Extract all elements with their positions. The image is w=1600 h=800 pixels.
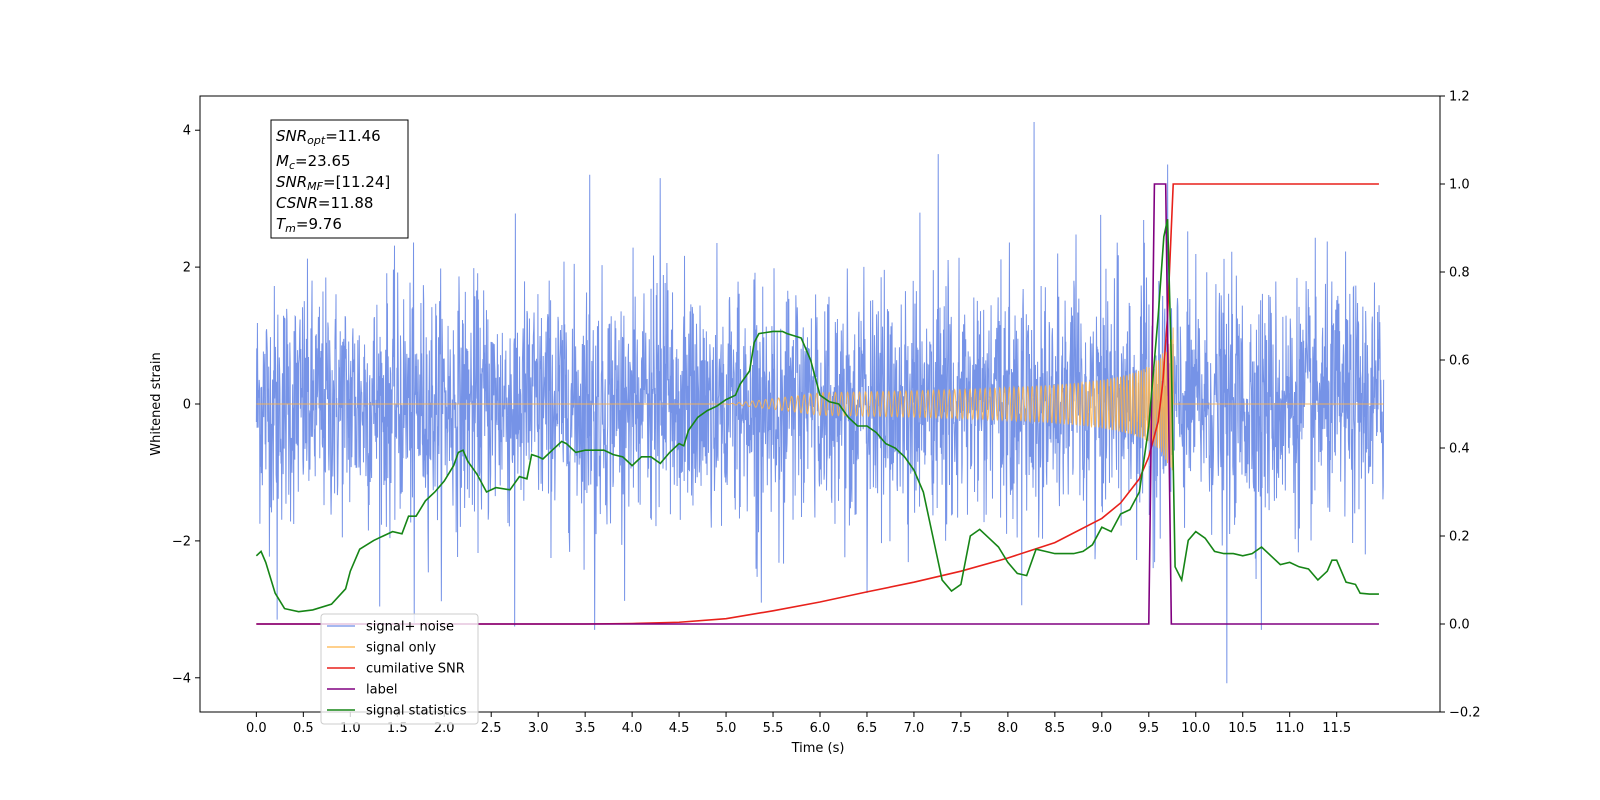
series-signal-only [256, 327, 1384, 471]
x-tick-label: 3.0 [528, 721, 549, 736]
signal-noise-line [255, 122, 1385, 684]
x-tick-label: 10.5 [1228, 721, 1257, 736]
info-mc: Mc=23.65 [276, 152, 351, 172]
x-tick-label: 9.5 [1138, 721, 1159, 736]
x-tick-label: 7.5 [951, 721, 972, 736]
x-axis-label: Time (s) [791, 741, 845, 756]
x-tick-label: 1.5 [387, 721, 408, 736]
legend-label: signal statistics [366, 704, 467, 719]
legend-label: signal only [366, 641, 436, 656]
y-tick-label: 2 [183, 261, 191, 276]
series-signal-noise [255, 122, 1385, 684]
x-tick-label: 5.5 [763, 721, 784, 736]
x-tick-label: 3.5 [575, 721, 596, 736]
legend-label: label [366, 683, 397, 698]
series-signal-statistics [255, 219, 1379, 613]
legend-frame [320, 613, 479, 725]
x-tick-label: 1.0 [340, 721, 361, 736]
y-axis-label: Whitened strain [149, 352, 164, 455]
x-tick-label: 11.0 [1275, 721, 1304, 736]
y-tick-label: −2 [172, 534, 191, 549]
y-axis-right: −0.2 0.0 0.2 0.4 0.6 0.8 1.0 1.2 [1440, 90, 1481, 721]
y2-tick-label: 0.8 [1449, 266, 1470, 281]
y2-tick-label: 0.2 [1449, 530, 1470, 545]
legend-item: label [327, 683, 397, 698]
y-tick-label: 4 [183, 124, 191, 139]
x-tick-label: 2.0 [434, 721, 455, 736]
signal-statistics-line [255, 219, 1379, 613]
legend-label: signal+ noise [366, 620, 454, 635]
legend-item: cumilative SNR [327, 662, 465, 677]
info-csnr: CSNR=11.88 [276, 194, 373, 212]
x-tick-label: 10.0 [1181, 721, 1210, 736]
info-box: SNRopt=11.46 Mc=23.65 SNRMF=[11.24] CSNR… [270, 119, 409, 239]
x-tick-label: 4.0 [622, 721, 643, 736]
x-axis: 0.0 0.5 1.0 1.5 2.0 2.5 3.0 3.5 4.0 4.5 5.0 5.5 6.0 6… [246, 712, 1351, 736]
info-snr-opt: SNRopt=11.46 [276, 127, 381, 147]
x-tick-label: 6.0 [810, 721, 831, 736]
label-line [256, 183, 1379, 625]
legend: signal+ noise signal only cumilative SNR la… [320, 613, 479, 725]
info-tm: Tm=9.76 [276, 215, 342, 235]
x-tick-label: 6.5 [857, 721, 878, 736]
x-tick-label: 8.0 [998, 721, 1019, 736]
y2-tick-label: 0.4 [1449, 442, 1470, 457]
series-cumilative-snr [256, 183, 1379, 625]
x-tick-label: 11.5 [1322, 721, 1351, 736]
legend-item: signal only [327, 641, 436, 656]
y2-tick-label: 1.2 [1449, 90, 1470, 105]
x-tick-label: 0.5 [293, 721, 314, 736]
y2-tick-label: 1.0 [1449, 178, 1470, 193]
y-tick-label: −4 [172, 671, 191, 686]
series-label [256, 183, 1379, 625]
cumilative-snr-line [256, 183, 1379, 625]
y2-tick-label: −0.2 [1449, 706, 1481, 721]
legend-item: signal statistics [327, 704, 467, 719]
y-tick-label: 0 [183, 398, 191, 413]
y2-tick-label: 0.0 [1449, 618, 1470, 633]
x-tick-label: 7.0 [904, 721, 925, 736]
info-snr-mf: SNRMF=[11.24] [276, 173, 390, 193]
x-tick-label: 9.0 [1091, 721, 1112, 736]
y2-tick-label: 0.6 [1449, 354, 1470, 369]
signal-only-line [256, 327, 1384, 471]
info-box-frame [270, 119, 409, 239]
x-tick-label: 8.5 [1045, 721, 1066, 736]
legend-label: cumilative SNR [366, 662, 465, 677]
x-tick-label: 2.5 [481, 721, 502, 736]
x-tick-label: 4.5 [669, 721, 690, 736]
x-tick-label: 0.0 [246, 721, 267, 736]
x-tick-label: 5.0 [716, 721, 737, 736]
y-axis-left: −4 −2 0 2 4 [172, 124, 200, 686]
legend-item: signal+ noise [327, 620, 454, 635]
